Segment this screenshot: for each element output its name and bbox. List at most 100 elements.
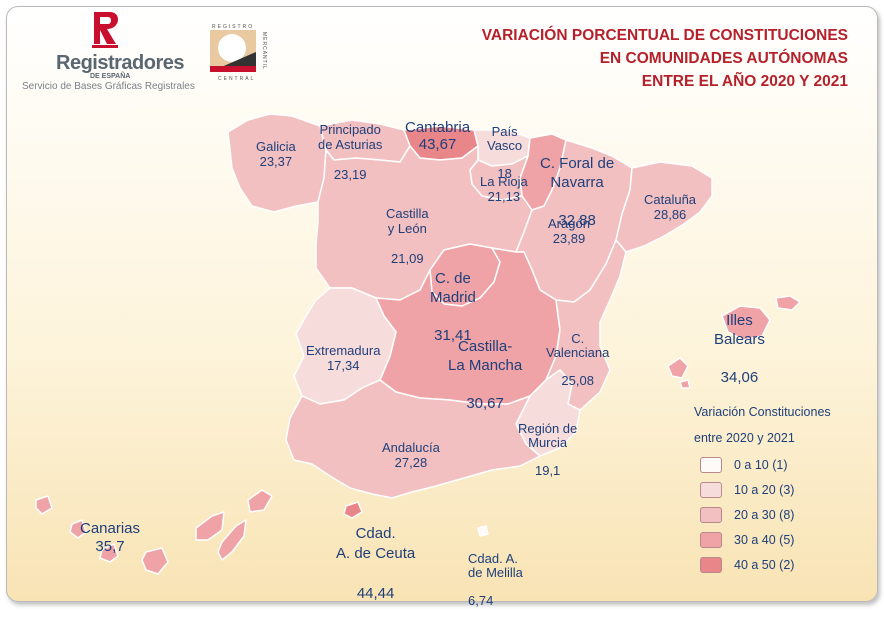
brand-sub: DE ESPAÑA — [90, 73, 131, 80]
label-extremadura-value: 17,34 — [326, 358, 360, 373]
label-cataluna: Cataluña 28,86 — [644, 192, 696, 222]
label-andalucia-name: Andalucía — [382, 440, 440, 455]
legend-label: 20 a 30 (8) — [734, 508, 795, 522]
legend-item: 40 a 50 (2) — [700, 557, 794, 573]
label-pais-vasco-value: 18 — [497, 166, 512, 181]
label-castilla-la-mancha-name: Castilla- La Mancha — [448, 338, 523, 374]
label-extremadura: Extremadura 17,34 — [306, 343, 380, 373]
label-navarra-name: C. Foral de Navarra — [540, 155, 615, 191]
label-cataluna-name: Cataluña — [644, 192, 697, 207]
label-castilla-la-mancha: Castilla- La Mancha 30,67 — [448, 318, 522, 432]
spain-map — [35, 113, 801, 575]
region-valenciana[interactable] — [545, 239, 627, 411]
label-la-rioja: La Rioja 21,13 — [480, 174, 528, 204]
label-extremadura-name: Extremadura — [306, 343, 381, 358]
label-baleares-name: Illes Balears — [714, 312, 765, 348]
region-baleares-menorca[interactable] — [775, 295, 801, 311]
legend-swatch — [700, 507, 722, 523]
legend-label: 10 a 20 (3) — [734, 483, 795, 497]
region-canarias-2[interactable] — [69, 519, 87, 539]
label-murcia-name: Región de Murcia — [518, 421, 578, 450]
label-castilla-leon: Castilla y León 21,09 — [386, 191, 429, 281]
label-baleares-value: 34,06 — [720, 369, 759, 386]
region-canarias-3[interactable] — [99, 543, 119, 563]
label-navarra: C. Foral de Navarra 32,88 — [540, 135, 614, 249]
region-cataluna[interactable] — [615, 161, 713, 253]
label-murcia: Región de Murcia 19,1 — [518, 408, 577, 492]
label-andalucia: Andalucía 27,28 — [382, 440, 440, 470]
title-line-2: EN COMUNIDADES AUTÓNOMAS — [599, 50, 848, 67]
label-aragon-name: Aragón — [548, 216, 590, 231]
legend-item: 20 a 30 (8) — [700, 507, 794, 523]
region-canarias-7[interactable] — [247, 489, 273, 513]
label-melilla-name: Cdad. A. de Melilla — [468, 551, 523, 580]
label-andalucia-value: 27,28 — [394, 455, 428, 470]
legend-item: 10 a 20 (3) — [700, 482, 794, 498]
label-valenciana-name: C. Valenciana — [546, 331, 610, 360]
brand-service: Servicio de Bases Gráficas Registrales — [22, 81, 195, 92]
label-valenciana: C. Valenciana 25,08 — [546, 318, 609, 402]
label-pais-vasco-name: País Vasco — [487, 124, 523, 153]
region-ceuta[interactable] — [343, 501, 363, 519]
svg-text:MERCANTIL: MERCANTIL — [261, 32, 267, 70]
label-aragon-value: 23,89 — [552, 231, 586, 246]
label-cataluna-value: 28,86 — [653, 207, 687, 222]
region-canarias-5[interactable] — [195, 511, 225, 541]
registro-mercantil-logo-icon: REGISTRO CENTRAL MERCANTIL — [210, 24, 267, 82]
svg-text:CENTRAL: CENTRAL — [218, 76, 255, 82]
label-cantabria: Cantabria 43,67 — [405, 119, 470, 154]
region-baleares-formentera[interactable] — [679, 379, 691, 389]
legend-title-line-1: Variación Constituciones — [694, 405, 831, 419]
label-ceuta-name: Cdad. A. de Ceuta — [336, 525, 416, 562]
title-line-3: ENTRE EL AÑO 2020 Y 2021 — [641, 73, 848, 90]
label-cantabria-value: 43,67 — [418, 136, 457, 154]
label-la-rioja-name: La Rioja — [480, 174, 528, 189]
label-galicia-value: 23,37 — [259, 153, 293, 169]
legend-title-line-2: entre 2020 y 2021 — [694, 431, 795, 445]
label-cantabria-name: Cantabria — [405, 119, 471, 136]
region-canarias-1[interactable] — [35, 495, 53, 515]
label-canarias: Canarias 35,7 — [80, 520, 140, 556]
label-navarra-value: 32,88 — [558, 212, 596, 229]
label-baleares: Illes Balears 34,06 — [714, 292, 765, 406]
region-baleares-ibiza[interactable] — [667, 357, 689, 379]
legend-label: 30 a 40 (5) — [734, 533, 795, 547]
label-la-rioja-value: 21,13 — [487, 189, 521, 204]
label-valenciana-value: 25,08 — [561, 373, 594, 388]
legend-item: 30 a 40 (5) — [700, 532, 794, 548]
region-baleares-mallorca[interactable] — [721, 305, 771, 341]
label-galicia-name: Galicia — [256, 139, 296, 154]
label-canarias-name: Canarias — [80, 520, 141, 537]
title-line-1: VARIACIÓN PORCENTUAL DE CONSTITUCIONES — [481, 27, 848, 44]
legend-swatch — [700, 557, 722, 573]
label-ceuta-value: 44,44 — [356, 585, 395, 602]
legend-swatch — [700, 532, 722, 548]
legend-swatch — [700, 482, 722, 498]
region-canarias-4[interactable] — [141, 547, 169, 575]
label-madrid-name: C. de Madrid — [430, 270, 476, 306]
label-aragon: Aragón 23,89 — [548, 216, 590, 246]
map-title: VARIACIÓN PORCENTUAL DE CONSTITUCIONES E… — [482, 24, 848, 93]
label-castilla-leon-value: 21,09 — [391, 251, 424, 266]
label-asturias-value: 23,19 — [333, 167, 367, 182]
label-asturias: Principado de Asturias 23,19 — [318, 107, 382, 197]
legend-swatch — [700, 457, 722, 473]
legend-label: 0 a 10 (1) — [734, 458, 788, 472]
legend-item: 0 a 10 (1) — [700, 457, 788, 473]
region-melilla[interactable] — [477, 525, 489, 537]
label-galicia: Galicia 23,37 — [256, 139, 296, 170]
legend-label: 40 a 50 (2) — [734, 558, 795, 572]
label-madrid: C. de Madrid 31,41 — [430, 250, 476, 364]
label-castilla-la-mancha-value: 30,67 — [466, 395, 504, 412]
label-ceuta: Cdad. A. de Ceuta 44,44 — [336, 504, 415, 624]
region-canarias-6[interactable] — [217, 519, 247, 561]
label-melilla: Cdad. A. de Melilla 6,74 — [468, 538, 523, 622]
label-asturias-name: Principado de Asturias — [318, 122, 383, 152]
label-castilla-leon-name: Castilla y León — [386, 206, 429, 236]
region-andalucia[interactable] — [285, 379, 541, 499]
svg-text:REGISTRO: REGISTRO — [212, 24, 254, 30]
label-canarias-value: 35,7 — [95, 538, 125, 555]
brand-name: Registradores — [56, 52, 185, 74]
label-murcia-value: 19,1 — [534, 463, 561, 478]
label-madrid-value: 31,41 — [434, 327, 472, 344]
